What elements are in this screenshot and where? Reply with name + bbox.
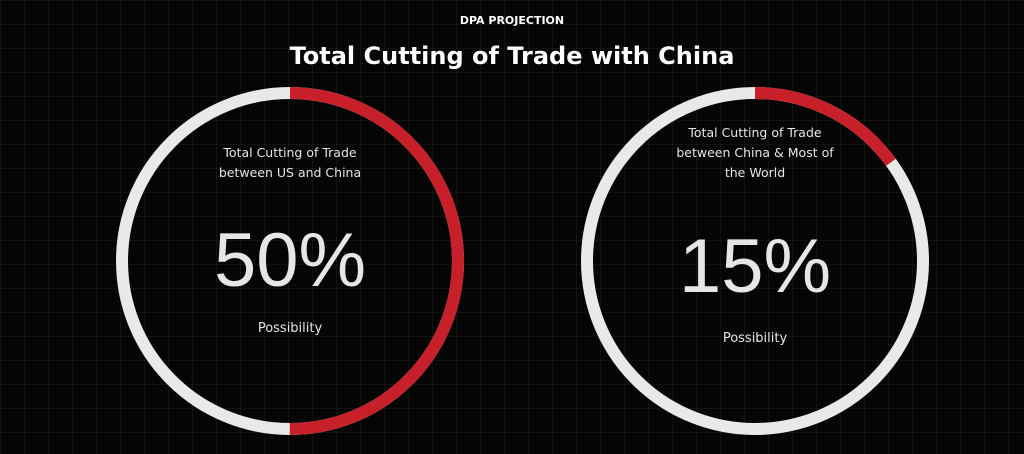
kicker: DPA PROJECTION (459, 14, 565, 27)
gauge-caption: Possibility (257, 321, 323, 336)
gauge-label: Total Cutting of Trade between China & M… (676, 125, 834, 180)
gauge-label: Total Cutting of Trade between US and Ch… (218, 145, 362, 180)
gauge-caption: Possibility (722, 331, 788, 346)
title: Total Cutting of Trade with China (289, 42, 735, 70)
gauge-arc (116, 87, 464, 435)
gauge-arc (581, 87, 929, 435)
gauge-value: 50% (213, 218, 367, 303)
gauge-value: 15% (678, 224, 832, 309)
